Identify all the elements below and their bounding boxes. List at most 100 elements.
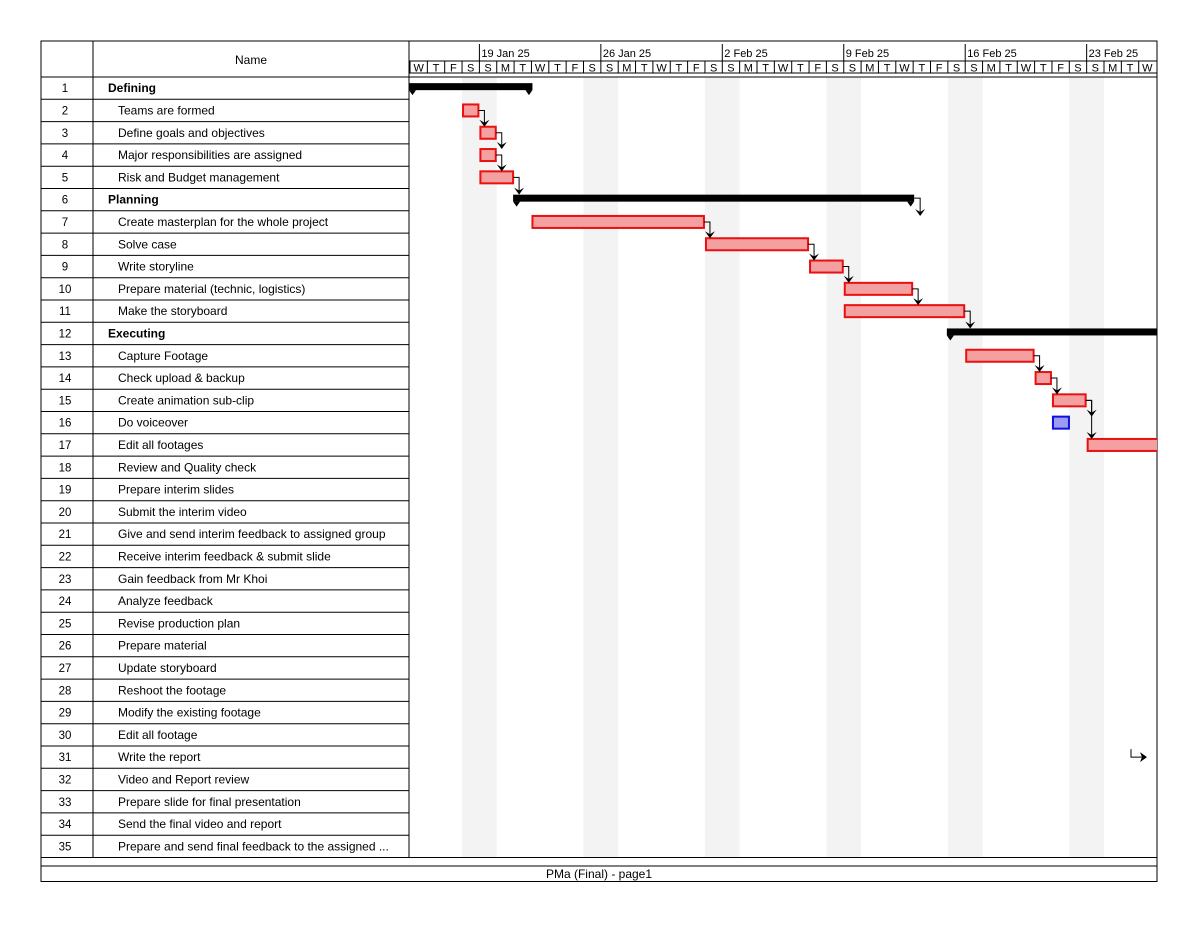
week-label: 9 Feb 25 — [846, 48, 889, 60]
summary-bar — [513, 194, 915, 202]
task-id: 22 — [59, 551, 72, 563]
task-id: 25 — [59, 618, 72, 630]
task-id: 16 — [59, 418, 72, 430]
day-letter: S — [589, 63, 596, 75]
dependency-line — [513, 176, 520, 193]
arrow-head — [1191, 454, 1200, 461]
task-name: Analyze feedback — [118, 594, 214, 608]
dependency-line — [1085, 399, 1093, 437]
day-letter: T — [433, 63, 440, 75]
task-bar — [1051, 393, 1087, 408]
day-letter: M — [987, 63, 996, 75]
summary-cap-start — [946, 335, 954, 341]
task-name: Modify the existing footage — [118, 706, 261, 720]
task-name: Defining — [108, 81, 156, 95]
day-letter: W — [535, 63, 546, 75]
day-letter: T — [519, 63, 526, 75]
dependency-line — [1033, 355, 1041, 371]
task-id: 10 — [59, 284, 72, 296]
task-name: Solve case — [118, 237, 177, 251]
arrow-head — [965, 321, 976, 329]
day-letter: T — [641, 63, 648, 75]
task-id: 31 — [59, 752, 72, 764]
arrow-head — [704, 231, 715, 239]
week-label: 19 Jan 25 — [481, 48, 529, 60]
day-letter: M — [865, 63, 874, 75]
task-id: 12 — [59, 328, 72, 340]
arrow-head — [1034, 365, 1045, 373]
task-bar — [1192, 461, 1200, 473]
day-letter: S — [606, 63, 613, 75]
task-id: 14 — [59, 373, 72, 385]
task-name: Risk and Budget management — [118, 170, 280, 184]
weekend-shade — [1086, 77, 1104, 858]
day-letter: W — [1021, 63, 1032, 75]
task-name: Check upload & backup — [118, 371, 245, 385]
task-bar — [531, 214, 705, 229]
day-letter: S — [831, 63, 838, 75]
task-id: 34 — [59, 819, 72, 831]
weekend-shade — [600, 77, 619, 858]
task-id: 20 — [59, 507, 72, 519]
dependency-line — [1050, 377, 1058, 393]
table-frame — [40, 40, 1158, 882]
weekend-shade — [462, 77, 480, 858]
day-letter: F — [1057, 63, 1064, 75]
task-name: Edit all footages — [118, 438, 203, 452]
task-name: Major responsibilities are assigned — [118, 148, 302, 162]
dependency-line — [703, 221, 711, 237]
day-letter: T — [1005, 63, 1012, 75]
task-name: Write the report — [118, 750, 201, 764]
dependency-line — [964, 310, 971, 327]
dependency-line — [912, 288, 919, 304]
day-letter: F — [571, 63, 578, 75]
arrow-head — [843, 275, 854, 283]
task-name: Define goals and objectives — [118, 126, 265, 140]
summary-cap-start — [409, 90, 416, 96]
day-letter: T — [554, 63, 561, 75]
day-letter: S — [727, 63, 734, 75]
arrow-head — [1175, 343, 1185, 350]
day-letter: T — [1127, 63, 1134, 75]
week-label: 16 Feb 25 — [967, 48, 1017, 60]
day-letter: T — [884, 63, 891, 75]
task-name: Create masterplan for the whole project — [118, 215, 329, 229]
task-id: 3 — [62, 128, 68, 140]
weekend-shade — [965, 77, 983, 858]
task-name: Prepare slide for final presentation — [118, 795, 301, 809]
task-id: 18 — [59, 462, 72, 474]
day-letter: F — [450, 63, 457, 75]
weekend-shade — [947, 77, 966, 858]
task-name: Prepare interim slides — [118, 483, 234, 497]
task-name: Reshoot the footage — [118, 683, 226, 697]
highlighted-task-bar — [1051, 415, 1070, 430]
arrow-head — [496, 142, 507, 150]
task-id: 4 — [62, 150, 69, 162]
task-bar — [843, 304, 966, 319]
task-bar — [479, 148, 497, 163]
task-name: Prepare and send final feedback to the a… — [118, 839, 389, 853]
day-letter: S — [484, 63, 491, 75]
summary-bar — [409, 83, 533, 91]
task-id: 21 — [59, 529, 72, 541]
task-id: 29 — [59, 708, 72, 720]
dependency-line — [808, 243, 815, 259]
weekend-shade — [479, 77, 497, 858]
week-label: 23 Feb 25 — [1089, 48, 1139, 60]
task-id: 24 — [59, 596, 72, 608]
day-letter: F — [814, 63, 821, 75]
arrow-head — [496, 164, 507, 172]
task-id: 35 — [59, 841, 72, 853]
task-id: 17 — [59, 440, 72, 452]
timeline-background — [462, 77, 1104, 858]
weekend-shade — [826, 77, 844, 858]
weekend-shade — [1069, 77, 1087, 858]
task-id: 27 — [59, 663, 72, 675]
task-name: Write storyline — [118, 260, 194, 274]
day-letter: S — [1092, 63, 1099, 75]
day-letter: F — [693, 63, 700, 75]
task-bar — [462, 103, 480, 118]
day-letter: W — [899, 63, 910, 75]
task-name: Gain feedback from Mr Khoi — [118, 572, 267, 586]
